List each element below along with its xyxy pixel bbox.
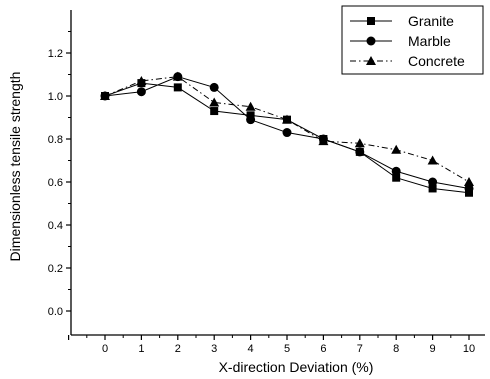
x-tick-label: 5 [284, 343, 290, 355]
x-tick-label: 7 [357, 343, 363, 355]
series-concrete [100, 71, 474, 186]
legend-items: Granite Marble Concrete [350, 13, 465, 69]
y-tick-label: 0.6 [48, 177, 63, 189]
data-point-marble [428, 177, 438, 187]
legend-marker [366, 56, 376, 65]
legend-box [341, 5, 484, 75]
data-point-concrete [318, 136, 329, 146]
data-point-granite [428, 184, 437, 193]
data-point-concrete [354, 138, 365, 148]
y-tick-label: 0.8 [48, 134, 63, 146]
data-point-concrete [427, 155, 438, 165]
x-ticks: 0 1 2 3 4 5 6 7 8 9 10 [67, 335, 475, 355]
y-axis-title: Dimensionless tensile strength [7, 72, 23, 262]
x-axis-title: X-direction Deviation (%) [219, 359, 374, 375]
legend-item-granite: Granite [350, 13, 454, 29]
x-tick-label: 1 [138, 343, 144, 355]
y-tick-label: 0.2 [48, 263, 63, 275]
series-marble [100, 72, 474, 193]
legend-item-marble: Marble [350, 33, 451, 49]
legend-label: Concrete [408, 53, 465, 69]
data-point-marble [246, 115, 256, 125]
data-point-marble [391, 166, 401, 176]
x-tick-label: 10 [463, 343, 475, 355]
data-point-marble [209, 82, 219, 92]
y-tick-label: 1.2 [48, 48, 63, 60]
legend-marker [366, 36, 376, 46]
series-layer [100, 71, 474, 197]
y-tick-label: 0.4 [48, 220, 63, 232]
y-tick-label: 1.0 [48, 91, 63, 103]
data-point-marble [136, 87, 146, 97]
data-point-concrete [209, 97, 220, 107]
y-tick-label: 0.0 [48, 306, 63, 318]
data-point-concrete [282, 114, 292, 124]
x-tick-label: 9 [430, 343, 436, 355]
x-tick-label: 6 [320, 343, 326, 355]
legend-marker [367, 17, 375, 25]
legend-label: Marble [408, 33, 451, 49]
x-tick-label: 0 [102, 343, 108, 355]
data-point-concrete [245, 101, 256, 111]
data-point-marble [464, 183, 474, 193]
legend: Granite Marble Concrete [341, 5, 484, 75]
data-point-concrete [136, 75, 147, 85]
data-point-marble [282, 128, 292, 138]
x-tick-label: 3 [211, 343, 217, 355]
y-ticks: 0.0 0.2 0.4 0.6 0.8 1.0 1.2 [48, 31, 71, 318]
data-point-concrete [464, 177, 474, 186]
data-point-marble [355, 147, 365, 157]
series-line-concrete [104, 76, 470, 183]
x-tick-label: 2 [175, 343, 181, 355]
data-point-concrete [100, 91, 110, 100]
data-point-granite [210, 107, 219, 116]
data-point-granite [173, 83, 182, 92]
x-tick-label: 8 [393, 343, 399, 355]
legend-label: Granite [408, 13, 454, 29]
data-point-concrete [391, 144, 402, 154]
legend-item-concrete: Concrete [350, 53, 465, 69]
data-point-granite [392, 173, 401, 182]
x-tick-label: 4 [248, 343, 254, 355]
series-granite [101, 79, 473, 197]
data-point-concrete [172, 71, 183, 81]
